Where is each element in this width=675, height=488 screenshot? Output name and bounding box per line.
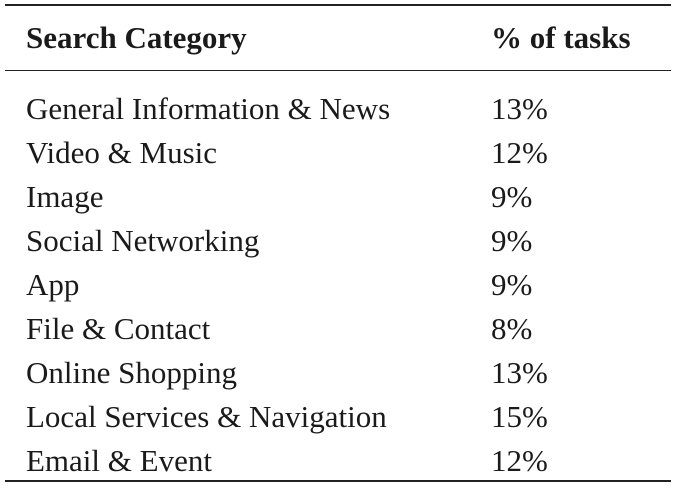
table-row: File & Contact 8% bbox=[5, 307, 671, 351]
percent-cell: 13% bbox=[491, 91, 548, 126]
data-table: Search Category % of tasks General Infor… bbox=[5, 6, 671, 483]
category-cell: Local Services & Navigation bbox=[26, 399, 387, 434]
table-row: Video & Music 12% bbox=[5, 131, 671, 175]
search-category-table: Search Category % of tasks General Infor… bbox=[5, 4, 671, 482]
header-percent-of-tasks: % of tasks bbox=[471, 6, 671, 71]
table-row: Social Networking 9% bbox=[5, 219, 671, 263]
table-row: Email & Event 12% bbox=[5, 439, 671, 483]
table-row: Image 9% bbox=[5, 175, 671, 219]
category-cell: Email & Event bbox=[26, 443, 212, 478]
percent-cell: 15% bbox=[491, 399, 548, 434]
percent-cell: 12% bbox=[491, 135, 548, 170]
header-row: Search Category % of tasks bbox=[5, 6, 671, 71]
percent-cell: 12% bbox=[491, 443, 548, 478]
table-body: General Information & News 13% Video & M… bbox=[5, 71, 671, 484]
percent-cell: 13% bbox=[491, 355, 548, 390]
table-row: Local Services & Navigation 15% bbox=[5, 395, 671, 439]
percent-cell: 9% bbox=[491, 179, 533, 214]
percent-cell: 9% bbox=[491, 267, 533, 302]
percent-cell: 8% bbox=[491, 311, 533, 346]
table-row: Online Shopping 13% bbox=[5, 351, 671, 395]
category-cell: App bbox=[26, 267, 80, 302]
table-row: General Information & News 13% bbox=[5, 71, 671, 132]
percent-cell: 9% bbox=[491, 223, 533, 258]
category-cell: Image bbox=[26, 179, 104, 214]
category-cell: File & Contact bbox=[26, 311, 211, 346]
table-header: Search Category % of tasks bbox=[5, 6, 671, 71]
category-cell: General Information & News bbox=[26, 91, 391, 126]
category-cell: Video & Music bbox=[26, 135, 218, 170]
header-search-category: Search Category bbox=[5, 6, 471, 71]
category-cell: Online Shopping bbox=[26, 355, 237, 390]
table-row: App 9% bbox=[5, 263, 671, 307]
category-cell: Social Networking bbox=[26, 223, 260, 258]
